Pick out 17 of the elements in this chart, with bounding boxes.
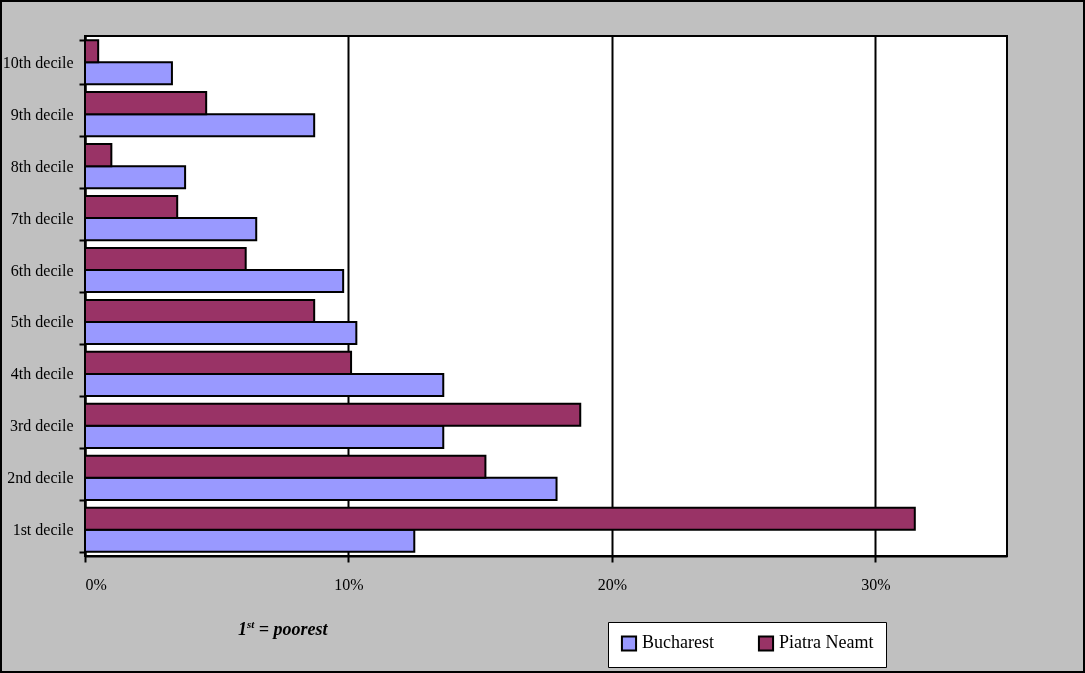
y-tick-label: 9th decile xyxy=(10,105,74,123)
y-tick-label: 5th decile xyxy=(10,313,74,331)
y-tick-label: 6th decile xyxy=(10,261,74,279)
y-tick-label: 8th decile xyxy=(10,157,74,175)
y-tick-label: 1st decile xyxy=(12,521,74,539)
y-tick-label: 3rd decile xyxy=(9,417,74,435)
x-tick-label: 0% xyxy=(85,575,107,593)
y-tick-label: 10th decile xyxy=(2,53,74,71)
y-tick-label: 7th decile xyxy=(10,209,74,227)
legend-label: Bucharest xyxy=(642,632,714,653)
x-tick-label: 30% xyxy=(861,575,891,593)
text: 1$^{st}$ = poorest xyxy=(238,618,328,640)
y-tick-label: 4th decile xyxy=(10,365,74,383)
legend-label: Piatra Neamt xyxy=(779,632,874,653)
x-tick-label: 20% xyxy=(597,575,628,593)
y-tick-label: 2nd decile xyxy=(7,469,74,487)
x-tick-label: 10% xyxy=(334,575,364,593)
